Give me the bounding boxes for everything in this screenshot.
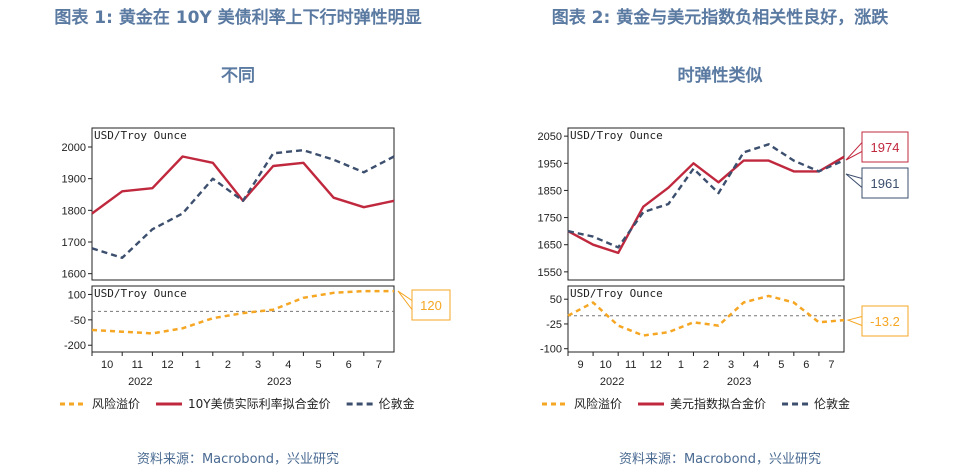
source-note: 资料来源：Macrobond，兴业研究 — [136, 452, 340, 467]
x-tick-label: 2 — [225, 359, 231, 371]
bottom-y-tick-label: -25 — [546, 319, 562, 331]
x-tick-label: 5 — [315, 359, 321, 371]
legend-label-residual: 风险溢价 — [574, 396, 622, 411]
x-year-label: 2023 — [727, 376, 751, 388]
bottom-unit-label: USD/Troy Ounce — [94, 287, 187, 300]
callout-residual-label: -13.2 — [870, 314, 900, 329]
callout-gold-label: 1961 — [871, 176, 900, 191]
callout-residual-pointer — [846, 315, 863, 327]
legend-label-fit: 美元指数拟合金价 — [670, 396, 766, 411]
bottom-frame — [567, 285, 845, 353]
callout-residual-box — [861, 305, 909, 337]
series-line-residual — [91, 289, 394, 335]
callout-gold-box — [861, 167, 909, 199]
x-tick-label: 12 — [161, 359, 173, 371]
x-tick-label: 1 — [195, 359, 201, 371]
figure-title: 图表 1: 黄金在 10Y 美债利率上下行时弹性明显 — [54, 8, 422, 28]
x-tick-label: 4 — [753, 359, 759, 371]
callout-gold-pointer — [845, 173, 863, 189]
top-y-tick-label: 1850 — [538, 185, 562, 197]
x-tick-label: 6 — [803, 359, 809, 371]
x-year-label: 2023 — [267, 376, 291, 388]
figure-title: 图表 2: 黄金与美元指数负相关性良好，涨跌 — [551, 8, 889, 28]
top-frame — [91, 127, 395, 281]
callout-fit-label: 1974 — [871, 140, 900, 155]
x-tick-label: 7 — [828, 359, 834, 371]
bottom-y-tick-label: -50 — [70, 315, 86, 327]
callout-fit-pointer — [845, 141, 863, 161]
bottom-y-tick-label: 50 — [550, 294, 562, 306]
series-line-residual — [567, 294, 845, 337]
x-tick-label: 10 — [600, 359, 612, 371]
legend-label-gold: 伦敦金 — [379, 396, 415, 411]
x-year-label: 2022 — [128, 376, 152, 388]
x-tick-label: 4 — [285, 359, 291, 371]
source-note: 资料来源：Macrobond，兴业研究 — [618, 452, 822, 467]
callout-residual-pointer — [397, 290, 413, 311]
x-tick-label: 9 — [577, 359, 583, 371]
series-line-gold — [567, 143, 845, 249]
bottom-y-tick-label: -100 — [540, 344, 562, 356]
chart-gold-rate: USD/Troy Ounce 1600 1700 1800 1900 2000 USD/Tr… — [60, 127, 451, 411]
top-y-tick-label: 1950 — [538, 158, 562, 170]
x-tick-label: 3 — [255, 359, 261, 371]
top-y-tick-label: 2000 — [62, 142, 86, 154]
figure-2: 图表 2: 黄金与美元指数负相关性良好，涨跌 时弹性类似 USD/Troy Ou… — [482, 0, 958, 474]
top-y-tick-label: 1600 — [62, 269, 86, 281]
top-y-tick-label: 1550 — [538, 267, 562, 279]
top-y-tick-label: 1750 — [538, 213, 562, 225]
x-tick-label: 2 — [703, 359, 709, 371]
x-year-label: 2022 — [600, 376, 624, 388]
top-y-tick-label: 1700 — [62, 237, 86, 249]
series-line-gold — [91, 149, 395, 260]
top-unit-label: USD/Troy Ounce — [570, 129, 663, 142]
series-line-fit — [567, 155, 845, 255]
x-tick-label: 3 — [728, 359, 734, 371]
callout-residual-label: 120 — [420, 298, 442, 313]
x-tick-label: 7 — [376, 359, 382, 371]
x-tick-label: 1 — [678, 359, 684, 371]
top-y-tick-label: 1900 — [62, 174, 86, 186]
chart-gold-dollar: USD/Troy Ounce205019501850175016501550US… — [538, 127, 909, 411]
legend-label-residual: 风险溢价 — [92, 396, 140, 411]
bottom-y-tick-label: -200 — [64, 340, 86, 352]
figure-subtitle: 不同 — [221, 66, 255, 86]
legend-label-fit: 10Y美债实际利率拟合金价 — [188, 396, 331, 411]
figure-subtitle: 时弹性类似 — [677, 66, 763, 86]
x-tick-label: 11 — [625, 359, 636, 371]
top-frame — [567, 127, 845, 281]
x-tick-label: 11 — [132, 359, 143, 371]
x-tick-label: 12 — [650, 359, 662, 371]
top-y-tick-label: 2050 — [538, 131, 562, 143]
legend-label-gold: 伦敦金 — [814, 396, 850, 411]
top-unit-label: USD/Troy Ounce — [94, 129, 187, 142]
x-tick-label: 10 — [101, 359, 113, 371]
callout-fit-box — [861, 131, 909, 163]
figure-1: 图表 1: 黄金在 10Y 美债利率上下行时弹性明显 不同 USD/Troy O… — [0, 0, 476, 474]
top-y-tick-label: 1800 — [62, 205, 86, 217]
bottom-y-tick-label: 100 — [68, 289, 86, 301]
top-y-tick-label: 1650 — [538, 240, 562, 252]
x-tick-label: 5 — [778, 359, 784, 371]
bottom-unit-label: USD/Troy Ounce — [570, 287, 663, 300]
callout-residual-box — [411, 289, 451, 321]
x-tick-label: 6 — [346, 359, 352, 371]
